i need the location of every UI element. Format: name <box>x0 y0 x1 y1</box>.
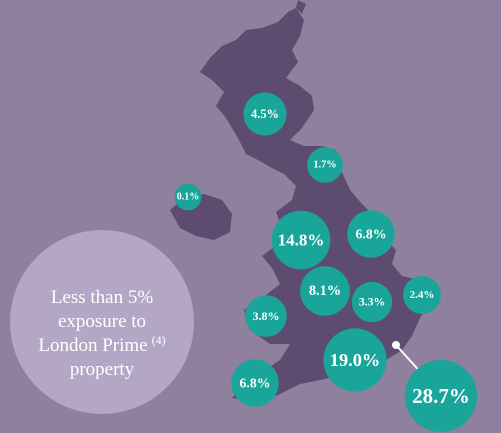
region-bubble <box>300 266 350 316</box>
region-label: 1.7% <box>313 160 336 171</box>
region-bubble <box>243 92 287 136</box>
note-line: Less than 5% <box>51 287 154 308</box>
note-line: London Prime (4) <box>38 333 165 356</box>
pointer-dot <box>392 341 400 349</box>
note-superscript: (4) <box>152 333 166 347</box>
region-bubble <box>307 147 343 183</box>
region-label: 0.1% <box>177 192 200 203</box>
note-circle <box>10 230 194 414</box>
region-label: 4.5% <box>251 107 279 121</box>
region-bubble <box>245 295 287 337</box>
region-bubble <box>323 328 387 392</box>
note-line: property <box>70 359 135 380</box>
region-bubble <box>231 359 279 407</box>
region-label: 6.8% <box>240 376 271 391</box>
landmass <box>170 0 432 402</box>
region-bubble <box>404 359 478 433</box>
note-text: London Prime <box>38 335 147 356</box>
region-label: 2.4% <box>410 289 435 301</box>
region-bubble <box>351 281 393 323</box>
region-label: 19.0% <box>330 350 380 370</box>
region-label: 8.1% <box>309 283 341 299</box>
region-label: 14.8% <box>278 231 325 250</box>
region-label: 28.7% <box>412 384 470 408</box>
region-label: 3.8% <box>252 309 279 323</box>
region-label: 3.3% <box>359 296 385 309</box>
region-bubble <box>403 276 441 314</box>
region-bubble <box>174 183 202 211</box>
region-label: 6.8% <box>356 227 387 242</box>
region-bubble <box>347 210 395 258</box>
region-bubble <box>271 210 331 270</box>
note-line: exposure to <box>58 311 146 332</box>
